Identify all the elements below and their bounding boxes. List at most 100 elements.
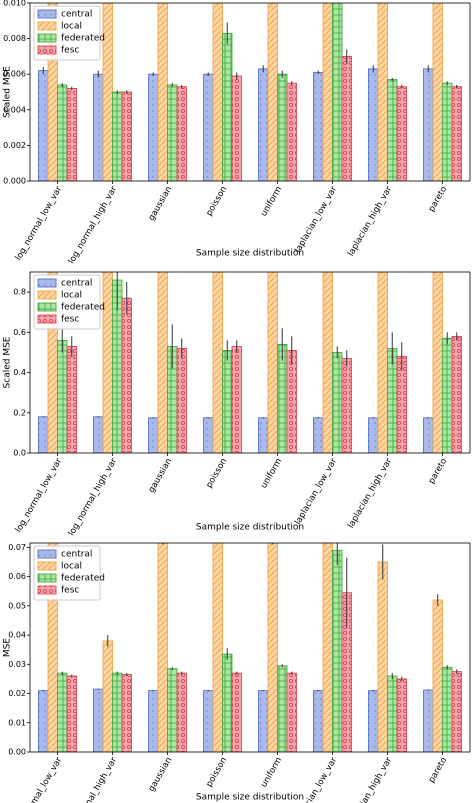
bar bbox=[231, 75, 242, 181]
y-tick-label: 0.02 bbox=[8, 689, 26, 698]
bar bbox=[387, 79, 398, 181]
bar bbox=[203, 690, 214, 752]
bar bbox=[157, 3, 168, 181]
bar bbox=[423, 417, 434, 453]
x-tick-label: pareto bbox=[427, 756, 450, 785]
bar bbox=[396, 356, 407, 453]
bar bbox=[93, 73, 104, 181]
x-tick-label: laplacian_low_var bbox=[293, 456, 339, 526]
bars bbox=[38, 543, 462, 752]
bar bbox=[267, 3, 278, 181]
y-tick-label: 0.0 bbox=[13, 449, 26, 458]
bar bbox=[148, 690, 159, 752]
y-tick-label: 0.000 bbox=[3, 177, 26, 186]
legend-swatch bbox=[37, 290, 57, 300]
bar bbox=[112, 91, 123, 181]
bar bbox=[222, 350, 233, 453]
bar bbox=[442, 666, 453, 752]
bar bbox=[47, 543, 58, 752]
legend-swatch bbox=[37, 9, 57, 19]
bar bbox=[231, 672, 242, 752]
x-tick-label: pareto bbox=[427, 185, 450, 214]
bar bbox=[322, 272, 333, 453]
y-tick-label: 0.07 bbox=[8, 543, 26, 552]
bar bbox=[258, 690, 269, 752]
legend-label: fesc bbox=[61, 315, 79, 325]
bars bbox=[38, 272, 462, 453]
bar bbox=[377, 3, 388, 181]
legend-swatch bbox=[37, 549, 57, 559]
bar bbox=[277, 665, 288, 752]
bar bbox=[396, 678, 407, 752]
bar bbox=[66, 346, 77, 453]
bar bbox=[451, 86, 462, 181]
x-tick-label: uniform bbox=[259, 457, 284, 491]
bar bbox=[423, 68, 434, 181]
bar bbox=[121, 91, 132, 181]
bar bbox=[148, 73, 159, 181]
x-tick-label: log_normal_low_var bbox=[14, 184, 65, 262]
x-tick-label: log_normal_high_var bbox=[67, 456, 120, 537]
chart: 0.000 0.002 0.004 0.006 0.008 0.010 Scaled MSE… bbox=[3, 0, 471, 266]
y-tick-label: 0.01 bbox=[8, 718, 26, 727]
bar bbox=[451, 671, 462, 752]
bar bbox=[313, 72, 324, 181]
bar bbox=[377, 561, 388, 752]
y-axis-label: Scaled MSE bbox=[3, 66, 13, 118]
bar bbox=[102, 3, 113, 181]
bar bbox=[267, 543, 278, 752]
bar bbox=[47, 272, 58, 453]
legend-swatch bbox=[37, 561, 57, 571]
legend: central local federated fesc bbox=[33, 5, 105, 61]
chart: 0.00 0.01 0.02 0.03 0.04 0.05 0.06 0.07 MSE log_n… bbox=[3, 542, 471, 803]
bar bbox=[368, 68, 379, 181]
y-axis-label: MSE bbox=[3, 638, 13, 657]
bar bbox=[148, 417, 159, 453]
bar bbox=[38, 70, 49, 181]
bar bbox=[423, 689, 434, 752]
bar bbox=[121, 297, 132, 453]
bar bbox=[277, 73, 288, 181]
bar bbox=[432, 599, 443, 752]
bar bbox=[176, 86, 187, 181]
bar bbox=[231, 346, 242, 453]
x-tick-label: log_normal_high_var bbox=[67, 755, 120, 803]
y-tick-label: 0.8 bbox=[13, 288, 26, 297]
bar bbox=[222, 653, 233, 752]
legend-label: local bbox=[61, 562, 82, 572]
bar bbox=[203, 417, 214, 453]
y-tick-label: 0.010 bbox=[3, 0, 26, 8]
legend-label: local bbox=[61, 22, 82, 32]
bar bbox=[396, 86, 407, 181]
x-axis-label: Sample size distribution bbox=[196, 793, 304, 803]
legend-swatch bbox=[37, 573, 57, 583]
bar bbox=[313, 690, 324, 752]
bar bbox=[102, 272, 113, 453]
bar bbox=[332, 3, 343, 181]
bar bbox=[377, 272, 388, 453]
bar bbox=[176, 348, 187, 453]
y-tick-label: 0.2 bbox=[13, 408, 26, 417]
y-tick-label: 0.00 bbox=[8, 748, 26, 757]
y-tick-label: 0.6 bbox=[13, 328, 26, 337]
bar bbox=[332, 549, 343, 752]
bar bbox=[176, 672, 187, 752]
bar bbox=[38, 690, 49, 752]
bar bbox=[313, 417, 324, 453]
bar bbox=[57, 672, 68, 752]
x-tick-label: gaussian bbox=[147, 756, 175, 794]
legend-label: federated bbox=[61, 303, 105, 313]
bar bbox=[322, 543, 333, 752]
bar bbox=[258, 68, 269, 181]
legend-swatch bbox=[37, 302, 57, 312]
x-tick-label: poisson bbox=[204, 457, 229, 490]
y-tick-label: 0.004 bbox=[3, 105, 26, 114]
x-tick-label: log_normal_high_var bbox=[67, 184, 120, 265]
bar bbox=[121, 674, 132, 752]
y-tick-label: 0.06 bbox=[8, 572, 26, 581]
x-tick-label: laplacian_high_var bbox=[346, 755, 394, 803]
x-tick-label: poisson bbox=[204, 756, 229, 789]
bar bbox=[157, 543, 168, 752]
bar bbox=[222, 32, 233, 181]
